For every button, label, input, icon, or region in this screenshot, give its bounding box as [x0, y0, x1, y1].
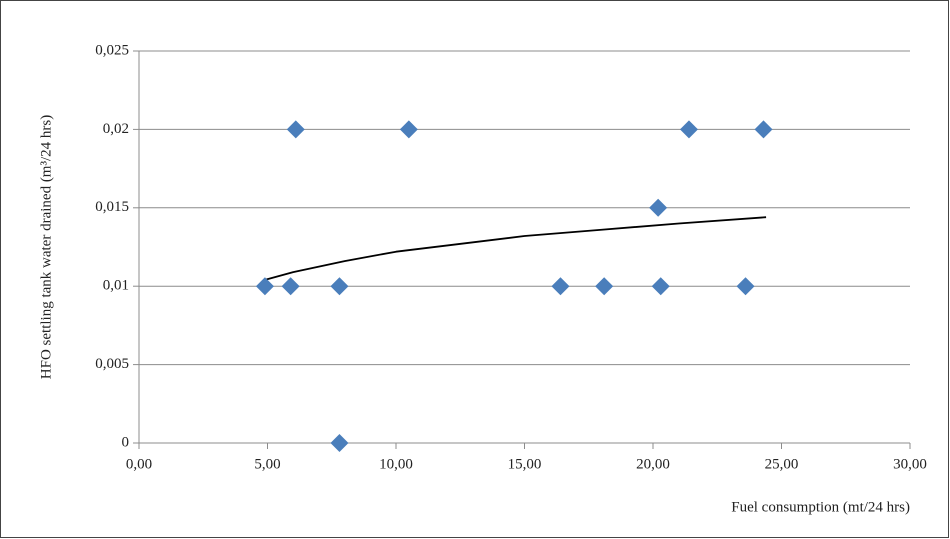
x-tick-label: 25,00 — [765, 456, 799, 472]
point — [281, 277, 300, 296]
x-tick-label: 0,00 — [126, 456, 152, 472]
y-tick-label: 0,025 — [95, 42, 129, 58]
point — [286, 120, 305, 139]
point — [330, 434, 349, 452]
x-tick-label: 10,00 — [379, 456, 413, 472]
y-tick-label: 0,015 — [95, 199, 129, 215]
point — [595, 277, 614, 296]
x-tick-label: 15,00 — [508, 456, 542, 472]
point — [649, 198, 668, 217]
point — [399, 120, 418, 139]
point — [255, 277, 274, 296]
y-tick-label: 0 — [122, 434, 130, 450]
point — [551, 277, 570, 296]
y-tick-label: 0,02 — [103, 121, 129, 137]
point — [679, 120, 698, 139]
x-tick-label: 20,00 — [636, 456, 670, 472]
trendline — [264, 216, 767, 281]
point — [736, 277, 755, 296]
point — [330, 277, 349, 296]
point — [754, 120, 773, 139]
point — [651, 277, 670, 296]
y-tick-label: 0,005 — [95, 356, 129, 372]
x-tick-label: 5,00 — [254, 456, 280, 472]
y-tick-label: 0,01 — [103, 278, 129, 294]
x-tick-label: 30,00 — [893, 456, 927, 472]
x-axis-label: Fuel consumption (mt/24 hrs) — [731, 499, 910, 515]
y-axis-label: HFO settling tank water drained (m³/24 h… — [38, 115, 54, 379]
